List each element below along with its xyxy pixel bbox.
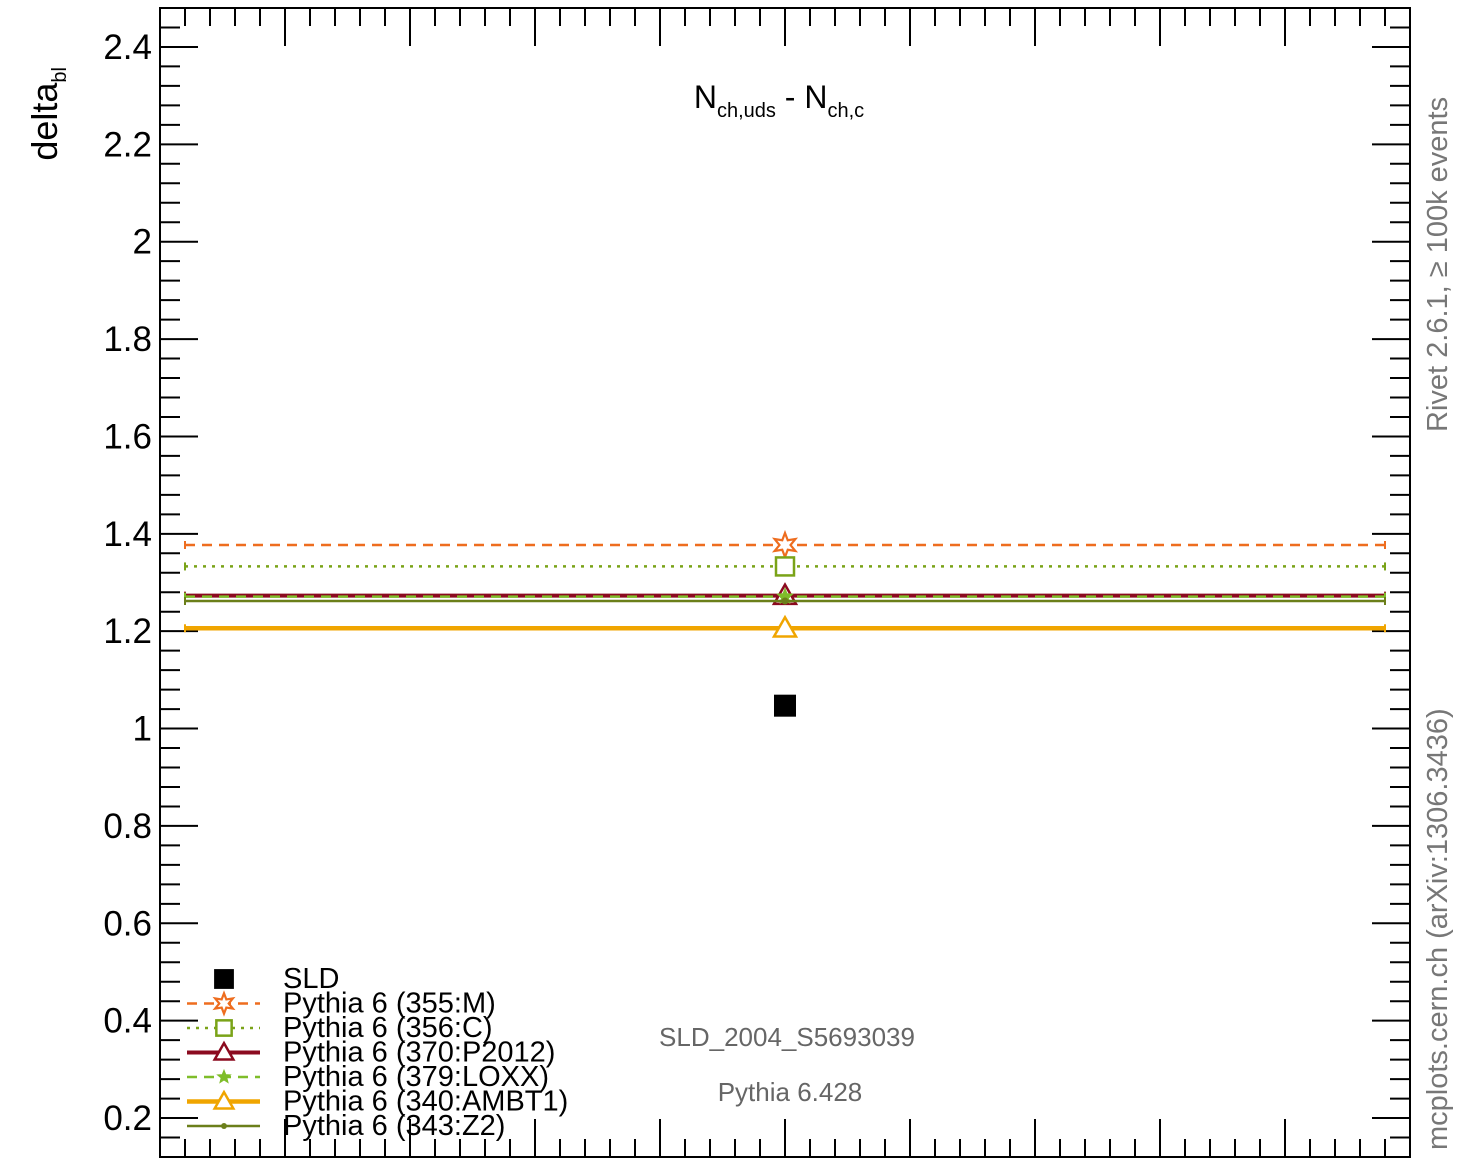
series-5 <box>184 614 1386 638</box>
series-6 <box>184 597 1386 606</box>
legend-swatch-marker <box>212 1089 236 1110</box>
legend-item: Pythia 6 (356:C) <box>187 1012 493 1044</box>
legend-label: Pythia 6 (340:AMBT1) <box>283 1086 568 1118</box>
y-tick-label: 0.6 <box>103 904 152 943</box>
series-point <box>774 556 796 577</box>
plot-frame-layer <box>159 7 1411 1158</box>
legend-item: Pythia 6 (370:P2012) <box>187 1037 555 1069</box>
y-axis-label-subscript: bl <box>49 67 71 83</box>
legend-label: SLD <box>283 963 339 995</box>
y-tick-label: 2.4 <box>103 28 152 67</box>
data-point-sld <box>774 694 796 717</box>
legend-label: Pythia 6 (343:Z2) <box>283 1110 505 1142</box>
legend-swatch-marker <box>212 1040 236 1061</box>
mcplots-source-label: mcplots.cern.ch (arXiv:1306.3436) <box>1422 708 1454 1150</box>
legend-item: Pythia 6 (355:M) <box>187 988 496 1020</box>
y-axis-label: deltabl <box>24 67 71 161</box>
y-tick-label: 0.2 <box>103 1099 152 1138</box>
series-point <box>771 614 799 638</box>
y-tick-label: 1.4 <box>103 515 152 554</box>
tick-label-layer: 0.2 0.4 0.6 0.8 1 1.2 1.4 1.6 1.8 2 2.2 2.4 <box>103 28 152 1138</box>
legend-label: Pythia 6 (356:C) <box>283 1012 493 1044</box>
y-tick-label: 0.4 <box>103 1002 152 1041</box>
legend-swatch-marker <box>215 1019 233 1037</box>
subtitle-part2: N <box>804 79 827 115</box>
subtitle-part1: N <box>694 79 717 115</box>
y-tick-label: 1.6 <box>103 417 152 456</box>
series-1 <box>184 529 1386 561</box>
legend-swatch-marker <box>216 1068 232 1084</box>
series-layer <box>184 529 1386 717</box>
y-tick-label: 2 <box>133 223 152 262</box>
subtitle-sub1: ch,uds <box>717 100 776 122</box>
legend-item: SLD <box>214 963 339 995</box>
analysis-id-annotation: SLD_2004_S5693039 <box>659 1022 915 1052</box>
legend-label: Pythia 6 (379:LOXX) <box>283 1061 549 1093</box>
series-point <box>771 529 799 561</box>
legend-swatch-marker <box>212 990 236 1017</box>
y-tick-label: 2.2 <box>103 125 152 164</box>
subtitle-sub2: ch,c <box>827 100 864 122</box>
y-tick-label: 1.8 <box>103 320 152 359</box>
series-point <box>781 597 789 605</box>
generator-version-annotation: Pythia 6.428 <box>718 1077 863 1107</box>
legend-item: Pythia 6 (343:Z2) <box>187 1110 505 1142</box>
y-axis-label-main: delta <box>24 82 65 161</box>
y-tick-label: 1.2 <box>103 612 152 651</box>
legend-item: Pythia 6 (379:LOXX) <box>187 1061 549 1093</box>
legend-swatch-marker <box>214 969 234 989</box>
y-tick-label: 0.8 <box>103 807 152 846</box>
series-2 <box>184 556 1386 577</box>
legend-swatch-marker <box>221 1123 227 1129</box>
legend-label: Pythia 6 (355:M) <box>283 988 496 1020</box>
legend-item: Pythia 6 (340:AMBT1) <box>187 1086 568 1118</box>
y-tick-label: 1 <box>133 710 152 749</box>
subtitle-mid: - <box>776 79 804 115</box>
rivet-version-label: Rivet 2.6.1, ≥ 100k events <box>1422 97 1454 432</box>
plot-subtitle: Nch,uds - Nch,c <box>694 79 864 122</box>
legend-label: Pythia 6 (370:P2012) <box>283 1037 555 1069</box>
